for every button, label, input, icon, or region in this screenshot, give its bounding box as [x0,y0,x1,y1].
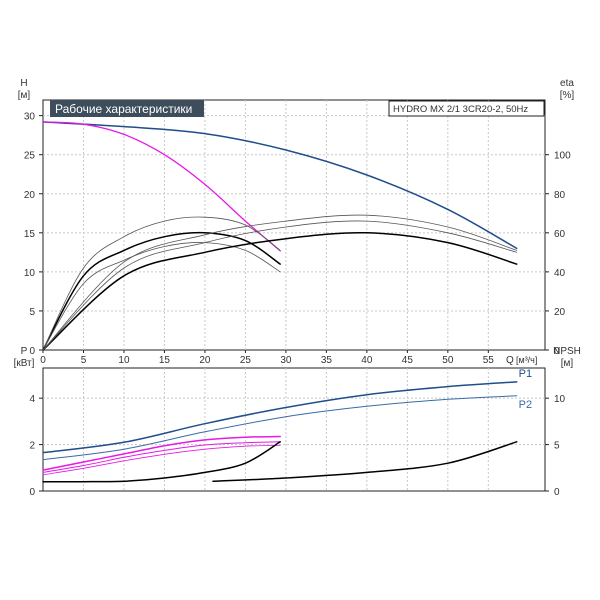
y2-axis-name: eta [560,78,574,89]
x-tick-label: 40 [361,355,373,366]
y-tick-label: 0 [29,487,35,498]
model-label: HYDRO MX 2/1 3CR20-2, 50Hz [393,104,528,115]
y2-tick-label: 0 [554,346,560,357]
series-line-1-5 [42,242,281,351]
x-tick-label: 25 [240,355,252,366]
y-tick-label: 20 [24,190,36,201]
y-tick-label: 2 [29,441,35,452]
y-axis-name: P [21,346,28,357]
x-tick-label: 5 [81,355,87,366]
y2-tick-label: 5 [554,441,560,452]
series-label: P1 [519,368,532,380]
series-line-1-2 [42,121,281,252]
y2-tick-label: 10 [554,394,566,405]
x-tick-label: 30 [280,355,292,366]
x-tick-label: 45 [402,355,414,366]
y2-axis-unit: [м] [561,358,574,369]
y-tick-label: 25 [24,151,36,162]
y-tick-label: 10 [24,268,36,279]
y-tick-label: 0 [29,346,35,357]
series-line-2-2 [42,395,518,461]
series-line-2-5 [42,444,281,476]
x-axis-unit: [м³/ч] [516,355,537,365]
series-line-1-7 [42,214,518,351]
x-tick-label: 35 [321,355,333,366]
series-line-2-7 [212,441,518,483]
x-tick-label: 55 [483,355,495,366]
series-label: P2 [519,399,532,411]
x-tick-label: 50 [442,355,454,366]
model-label-box [388,100,545,117]
y2-tick-label: 80 [554,190,566,201]
plot-area-2 [42,367,546,492]
series-line-2-6 [42,441,281,483]
y-axis-unit: [м] [18,90,31,101]
y-axis-unit: [кВт] [14,358,35,369]
series-line-1-4 [42,216,281,351]
series-line-1-1 [42,121,518,250]
x-tick-label: 20 [199,355,211,366]
y2-tick-label: 100 [554,151,571,162]
chart-title: Рабочие характеристики [55,102,192,116]
series-line-1-3 [42,231,281,351]
x-tick-label: 0 [40,355,46,366]
series-line-2-4 [42,441,281,473]
y2-tick-label: 0 [554,487,560,498]
series-line-2-3 [42,435,281,471]
y-axis-name: H [20,78,27,89]
y-tick-label: 4 [29,394,35,405]
series-line-1-6 [42,231,518,351]
y2-tick-label: 60 [554,229,566,240]
y-tick-label: 15 [24,229,36,240]
y-tick-label: 30 [24,112,36,123]
x-tick-label: 15 [159,355,171,366]
series-line-1-8 [42,220,518,351]
y2-tick-label: 20 [554,307,566,318]
y2-tick-label: 40 [554,268,566,279]
x-tick-label: 10 [118,355,130,366]
y2-axis-unit: [%] [560,90,575,101]
x-axis-name: Q [506,355,514,366]
y-tick-label: 5 [29,307,35,318]
y2-axis-name: NPSH [553,346,581,357]
series-line-2-1 [42,381,518,454]
plot-area-1 [42,99,546,351]
chart-title-bar [50,100,204,117]
